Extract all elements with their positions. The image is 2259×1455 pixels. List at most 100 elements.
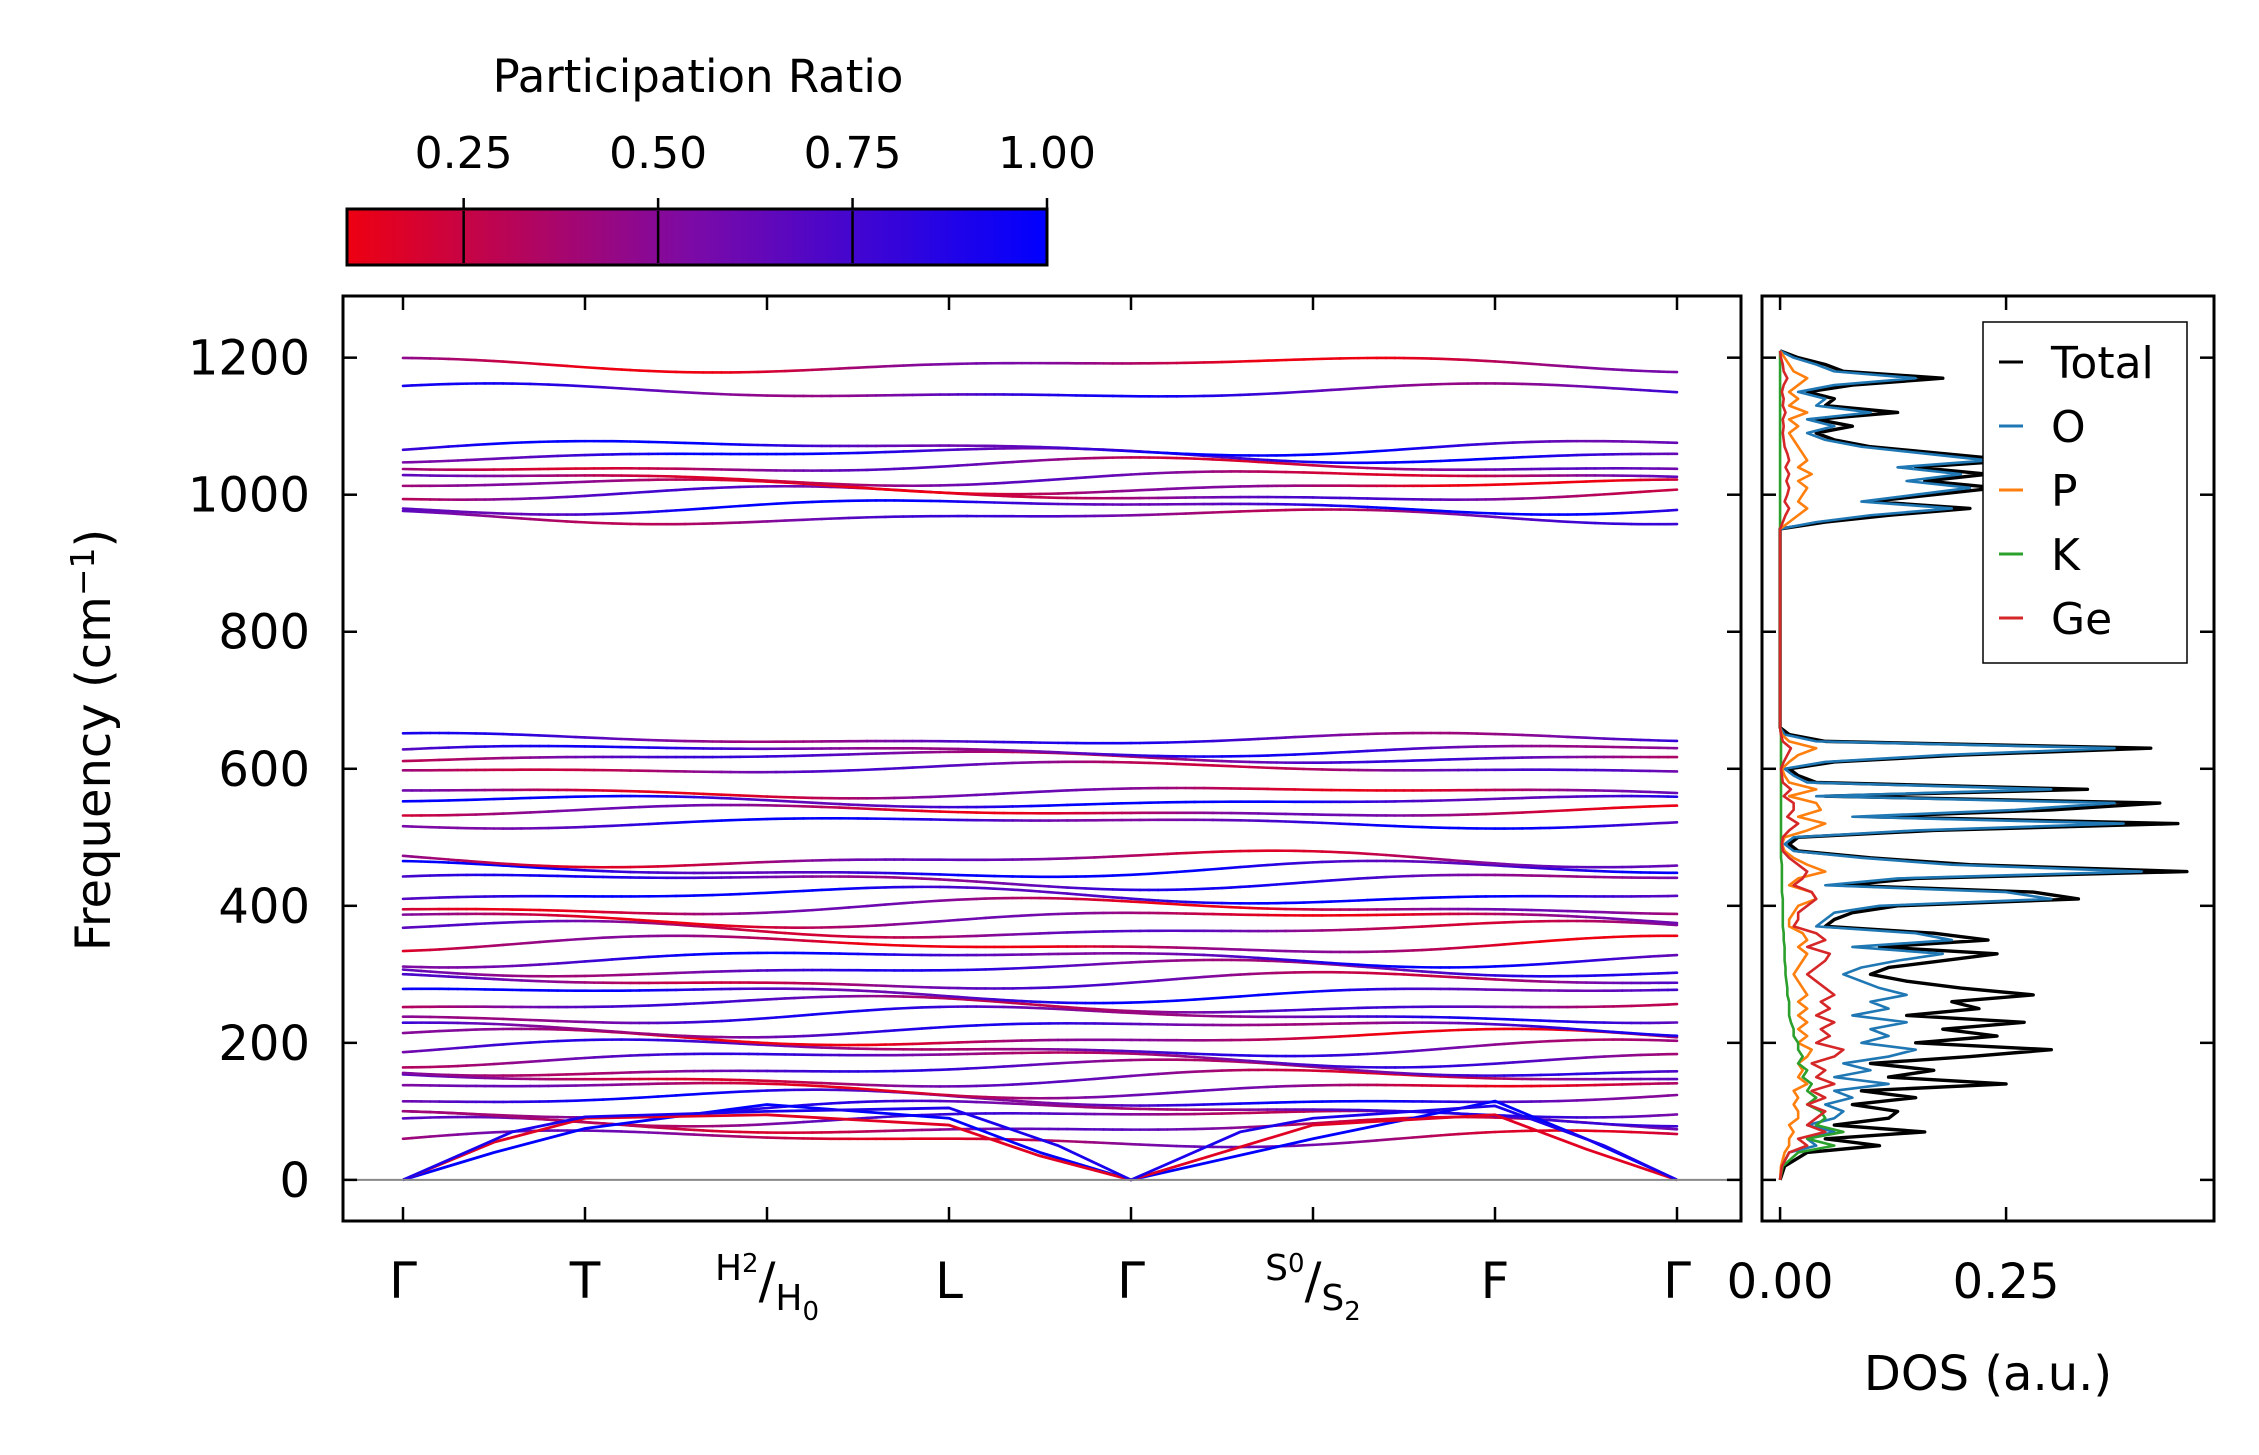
band-segment bbox=[1393, 854, 1406, 858]
band-segment bbox=[474, 513, 487, 518]
band-segment bbox=[1157, 871, 1169, 875]
band-segment bbox=[1475, 944, 1488, 948]
band-segment bbox=[601, 1029, 614, 1033]
band-segment bbox=[1539, 866, 1551, 870]
band-segment bbox=[847, 1009, 860, 1014]
band-segment bbox=[547, 939, 560, 943]
band-segment bbox=[1184, 976, 1196, 980]
band-segment bbox=[920, 1026, 933, 1030]
band-segment bbox=[665, 1094, 678, 1098]
band-segment bbox=[538, 1117, 550, 1121]
band-segment bbox=[974, 916, 987, 920]
band-segment bbox=[856, 1009, 869, 1013]
band-segment bbox=[438, 857, 450, 861]
band-segment bbox=[647, 919, 660, 923]
band-segment bbox=[965, 996, 978, 1000]
band-segment bbox=[583, 936, 596, 941]
band-segment bbox=[410, 507, 423, 511]
band-segment bbox=[1466, 945, 1479, 949]
band-segment bbox=[929, 1026, 942, 1030]
band-segment bbox=[783, 909, 796, 914]
band-segment bbox=[1657, 922, 1670, 926]
band-segment bbox=[1266, 863, 1278, 867]
band-segment bbox=[1630, 955, 1642, 960]
band-segment bbox=[1384, 1031, 1397, 1036]
band-segment bbox=[956, 917, 969, 922]
band-segment bbox=[1393, 1136, 1406, 1141]
band-segment bbox=[683, 507, 696, 512]
band-segment bbox=[1466, 1044, 1479, 1049]
colorbar-tick-label: 0.25 bbox=[415, 128, 513, 179]
band-segment bbox=[902, 901, 914, 905]
band-segment bbox=[474, 1044, 487, 1048]
band-segment bbox=[1566, 1027, 1579, 1031]
band-segment bbox=[1439, 947, 1451, 951]
band-segment bbox=[747, 928, 760, 933]
band-segment bbox=[774, 1121, 787, 1126]
band-segment bbox=[1457, 1045, 1469, 1049]
band-segment bbox=[674, 923, 687, 927]
band-segment bbox=[1184, 1055, 1196, 1059]
band-segment bbox=[574, 1027, 587, 1031]
band-segment bbox=[447, 971, 459, 975]
band-segment bbox=[1339, 962, 1351, 966]
band-segment bbox=[620, 917, 632, 921]
band-segment bbox=[893, 922, 905, 926]
band-segment bbox=[1439, 857, 1451, 862]
band-segment bbox=[1448, 858, 1460, 863]
band-segment bbox=[993, 1065, 1005, 1069]
band-segment bbox=[1002, 887, 1015, 891]
band-segment bbox=[820, 1084, 833, 1089]
band-segment bbox=[538, 1025, 550, 1029]
band-segment bbox=[683, 1092, 696, 1097]
band-segment bbox=[574, 1056, 587, 1060]
band-segment bbox=[1284, 1123, 1297, 1127]
band-segment bbox=[492, 943, 505, 947]
band-segment bbox=[483, 863, 496, 867]
band-segment bbox=[1448, 971, 1460, 976]
band-segment bbox=[1593, 1029, 1606, 1033]
band-segment bbox=[1038, 1081, 1051, 1085]
band-segment bbox=[447, 1133, 459, 1137]
band-segment bbox=[410, 1030, 423, 1034]
band-segment bbox=[1348, 1119, 1360, 1123]
band-segment bbox=[456, 1045, 469, 1050]
band-segment bbox=[1329, 963, 1342, 967]
band-segment bbox=[720, 926, 732, 931]
band-segment bbox=[538, 518, 550, 522]
band-segment bbox=[1011, 1064, 1024, 1068]
band-segment bbox=[1420, 970, 1433, 974]
band-segment bbox=[1293, 881, 1306, 885]
band-segment bbox=[1366, 852, 1378, 856]
band-segment bbox=[1666, 1127, 1679, 1131]
band-segment bbox=[556, 961, 569, 965]
band-segment bbox=[1302, 880, 1315, 884]
band-segment bbox=[993, 915, 1005, 919]
band-segment bbox=[519, 1023, 532, 1028]
band-segment bbox=[419, 969, 432, 973]
band-segment bbox=[1047, 1061, 1060, 1066]
band-segment bbox=[674, 921, 687, 925]
band-segment bbox=[1248, 993, 1260, 998]
band-segment bbox=[1648, 1094, 1661, 1099]
band-segment bbox=[838, 1086, 851, 1090]
band-segment bbox=[510, 1060, 523, 1065]
band-segment bbox=[1393, 1071, 1406, 1075]
band-segment bbox=[920, 993, 933, 997]
band-segment bbox=[1038, 890, 1051, 894]
band-segment bbox=[1666, 921, 1679, 925]
band-segment bbox=[783, 1121, 796, 1125]
band-segment bbox=[1466, 976, 1479, 980]
band-segment bbox=[456, 858, 469, 863]
band-segment bbox=[893, 901, 905, 906]
band-segment bbox=[1511, 1041, 1524, 1045]
band-segment bbox=[1593, 958, 1606, 962]
band-segment bbox=[865, 904, 878, 908]
band-segment bbox=[474, 1131, 487, 1135]
band-segment bbox=[529, 1040, 541, 1044]
band-segment bbox=[1166, 902, 1178, 906]
band-segment bbox=[1120, 896, 1133, 900]
band-segment bbox=[1047, 1004, 1060, 1008]
band-segment bbox=[1320, 1120, 1333, 1125]
